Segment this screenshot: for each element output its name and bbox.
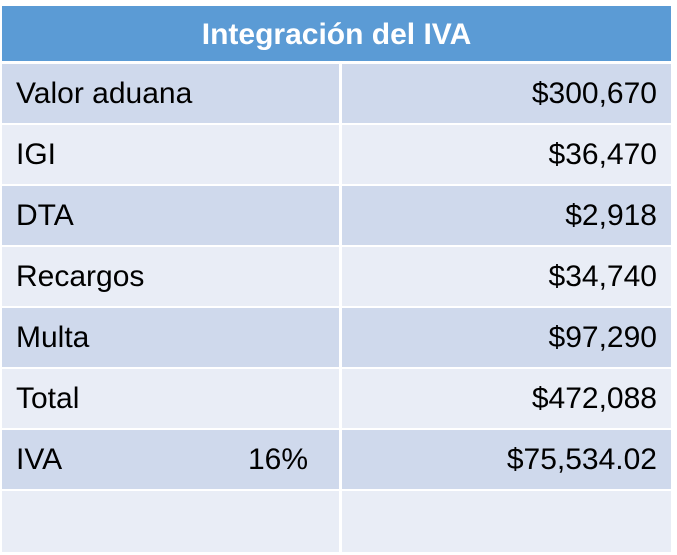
row-value: $472,088 xyxy=(531,382,657,415)
table-row: Multa $97,290 xyxy=(2,308,671,369)
iva-table: Integración del IVA Valor aduana $300,67… xyxy=(2,6,671,552)
table-row: DTA $2,918 xyxy=(2,186,671,247)
table-row: IVA 16% $75,534.02 xyxy=(2,430,671,491)
row-value: $34,740 xyxy=(548,260,657,293)
row-value: $97,290 xyxy=(548,321,657,354)
table-row-empty xyxy=(2,491,671,552)
row-value: $36,470 xyxy=(548,138,657,171)
row-label: Total xyxy=(16,382,80,415)
row-value: $2,918 xyxy=(565,199,657,232)
table-title: Integración del IVA xyxy=(2,6,671,64)
table-row: Total $472,088 xyxy=(2,369,671,430)
table-row: IGI $36,470 xyxy=(2,125,671,186)
row-label: IVA xyxy=(16,443,63,476)
row-label: Recargos xyxy=(16,260,145,293)
row-label: Valor aduana xyxy=(16,77,193,110)
row-label: DTA xyxy=(16,199,74,232)
row-rate: 16% xyxy=(248,443,309,476)
row-value: $300,670 xyxy=(531,77,657,110)
table-row: Recargos $34,740 xyxy=(2,247,671,308)
row-label: Multa xyxy=(16,321,90,354)
row-value: $75,534.02 xyxy=(506,443,657,476)
table-row: Valor aduana $300,670 xyxy=(2,64,671,125)
row-label: IGI xyxy=(16,138,57,171)
